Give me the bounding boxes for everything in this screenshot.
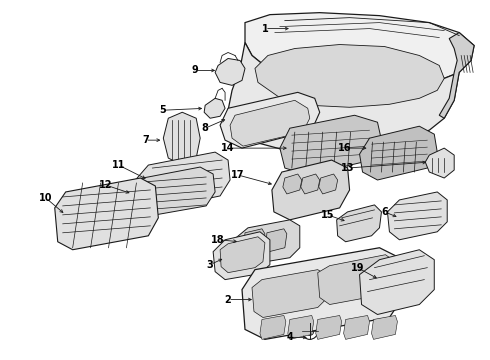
Text: 2: 2 (225, 294, 231, 305)
Polygon shape (213, 232, 270, 280)
Polygon shape (215, 58, 245, 85)
Polygon shape (55, 178, 158, 250)
Text: 14: 14 (221, 143, 235, 153)
Polygon shape (236, 220, 300, 265)
Text: 15: 15 (321, 210, 335, 220)
Text: 13: 13 (341, 163, 354, 173)
Polygon shape (135, 152, 230, 210)
Text: 12: 12 (99, 180, 112, 190)
Text: 4: 4 (287, 332, 293, 342)
Polygon shape (316, 315, 342, 339)
Polygon shape (220, 237, 265, 273)
Polygon shape (252, 270, 328, 318)
Polygon shape (122, 167, 215, 218)
Polygon shape (272, 160, 349, 220)
Text: 7: 7 (142, 135, 149, 145)
Text: 6: 6 (381, 207, 388, 217)
Polygon shape (318, 255, 395, 305)
Polygon shape (255, 45, 444, 107)
Polygon shape (245, 13, 474, 87)
Polygon shape (337, 205, 382, 242)
Text: 17: 17 (231, 170, 245, 180)
Text: 9: 9 (192, 66, 198, 76)
Polygon shape (244, 229, 265, 252)
Text: 8: 8 (202, 123, 209, 133)
Polygon shape (360, 126, 437, 180)
Text: 11: 11 (112, 160, 125, 170)
Polygon shape (360, 250, 434, 315)
Text: 1: 1 (262, 24, 269, 33)
Polygon shape (371, 315, 397, 339)
Polygon shape (301, 174, 319, 194)
Text: 19: 19 (351, 263, 364, 273)
Polygon shape (242, 248, 401, 339)
Polygon shape (204, 98, 225, 118)
Polygon shape (439, 32, 474, 118)
Polygon shape (283, 174, 302, 194)
Text: 18: 18 (211, 235, 225, 245)
Polygon shape (230, 100, 310, 146)
Text: 10: 10 (39, 193, 52, 203)
Polygon shape (343, 315, 369, 339)
Polygon shape (220, 92, 319, 148)
Polygon shape (163, 112, 200, 165)
Polygon shape (260, 315, 286, 339)
Text: 3: 3 (207, 260, 214, 270)
Polygon shape (266, 229, 287, 252)
Polygon shape (318, 174, 338, 194)
Polygon shape (425, 148, 454, 178)
Polygon shape (228, 42, 459, 152)
Text: 5: 5 (159, 105, 166, 115)
Polygon shape (280, 115, 382, 175)
Polygon shape (288, 315, 314, 339)
Text: 16: 16 (338, 143, 351, 153)
Polygon shape (388, 192, 447, 240)
